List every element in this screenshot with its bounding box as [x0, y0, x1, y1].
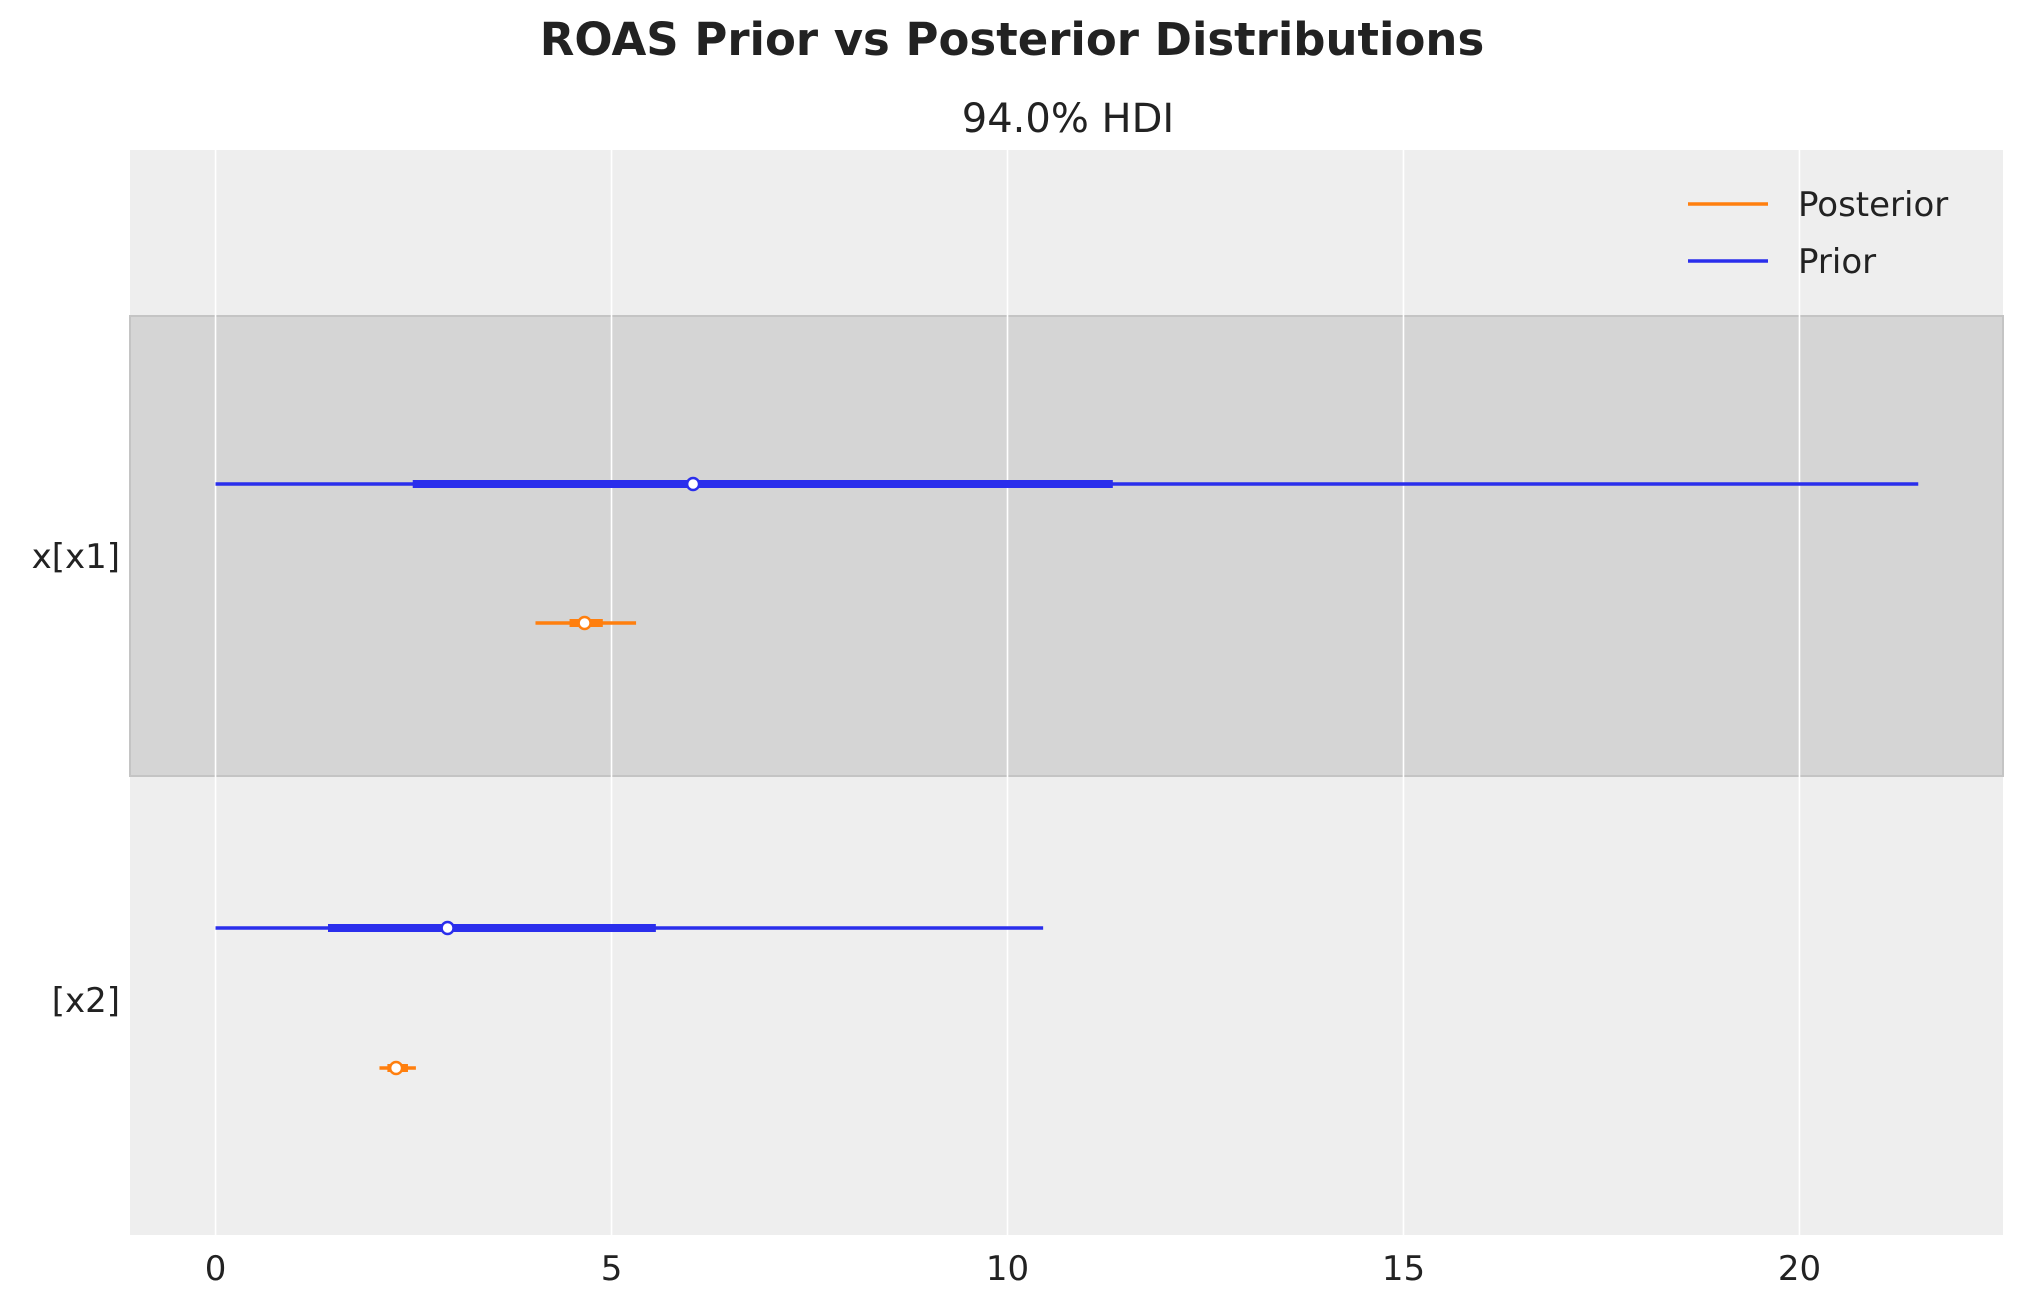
y-tick-label: [x2] — [52, 981, 120, 1021]
y-tick-label: x[x1] — [32, 537, 120, 577]
chart-subtitle: 94.0% HDI — [962, 96, 1174, 142]
posterior-median-point — [577, 615, 592, 631]
row-highlight-band — [129, 315, 2004, 777]
prior-median-point — [440, 920, 455, 936]
prior-median-point — [685, 476, 701, 492]
x-tick-label: 15 — [1382, 1249, 1425, 1289]
legend-label: Prior — [1798, 242, 1876, 282]
posterior-median-point — [388, 1060, 404, 1076]
legend: Posterior Prior — [1688, 185, 1948, 282]
x-tick-label: 5 — [601, 1249, 623, 1289]
x-tick-label: 10 — [986, 1249, 1029, 1289]
x-tick-label: 20 — [1778, 1249, 1821, 1289]
x-tick-label: 0 — [205, 1249, 227, 1289]
chart-title: ROAS Prior vs Posterior Distributions — [540, 13, 1484, 66]
legend-label: Posterior — [1798, 185, 1948, 225]
